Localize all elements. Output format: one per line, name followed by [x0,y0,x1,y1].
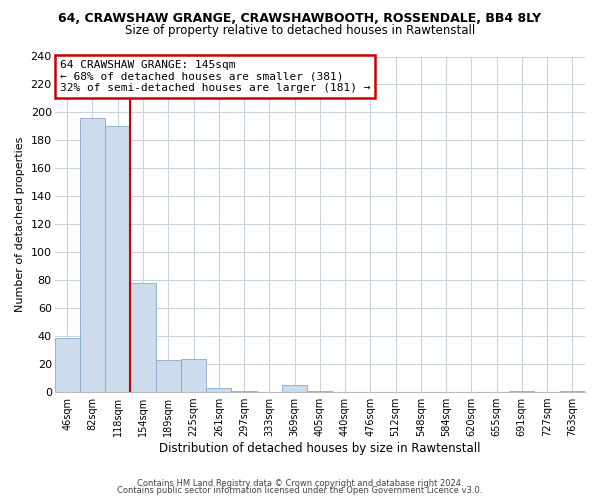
Text: Contains HM Land Registry data © Crown copyright and database right 2024.: Contains HM Land Registry data © Crown c… [137,478,463,488]
X-axis label: Distribution of detached houses by size in Rawtenstall: Distribution of detached houses by size … [159,442,481,455]
Bar [130,283,155,392]
Text: Size of property relative to detached houses in Rawtenstall: Size of property relative to detached ho… [125,24,475,37]
Bar [105,126,130,392]
Bar [282,385,307,392]
Bar [55,338,80,392]
Bar [80,118,105,392]
Bar [509,390,535,392]
Bar [206,388,232,392]
Text: 64 CRAWSHAW GRANGE: 145sqm
← 68% of detached houses are smaller (381)
32% of sem: 64 CRAWSHAW GRANGE: 145sqm ← 68% of deta… [60,60,370,93]
Bar [307,390,332,392]
Bar [560,390,585,392]
Y-axis label: Number of detached properties: Number of detached properties [15,136,25,312]
Bar [155,360,181,392]
Text: Contains public sector information licensed under the Open Government Licence v3: Contains public sector information licen… [118,486,482,495]
Bar [232,390,257,392]
Bar [181,358,206,392]
Text: 64, CRAWSHAW GRANGE, CRAWSHAWBOOTH, ROSSENDALE, BB4 8LY: 64, CRAWSHAW GRANGE, CRAWSHAWBOOTH, ROSS… [58,12,542,26]
